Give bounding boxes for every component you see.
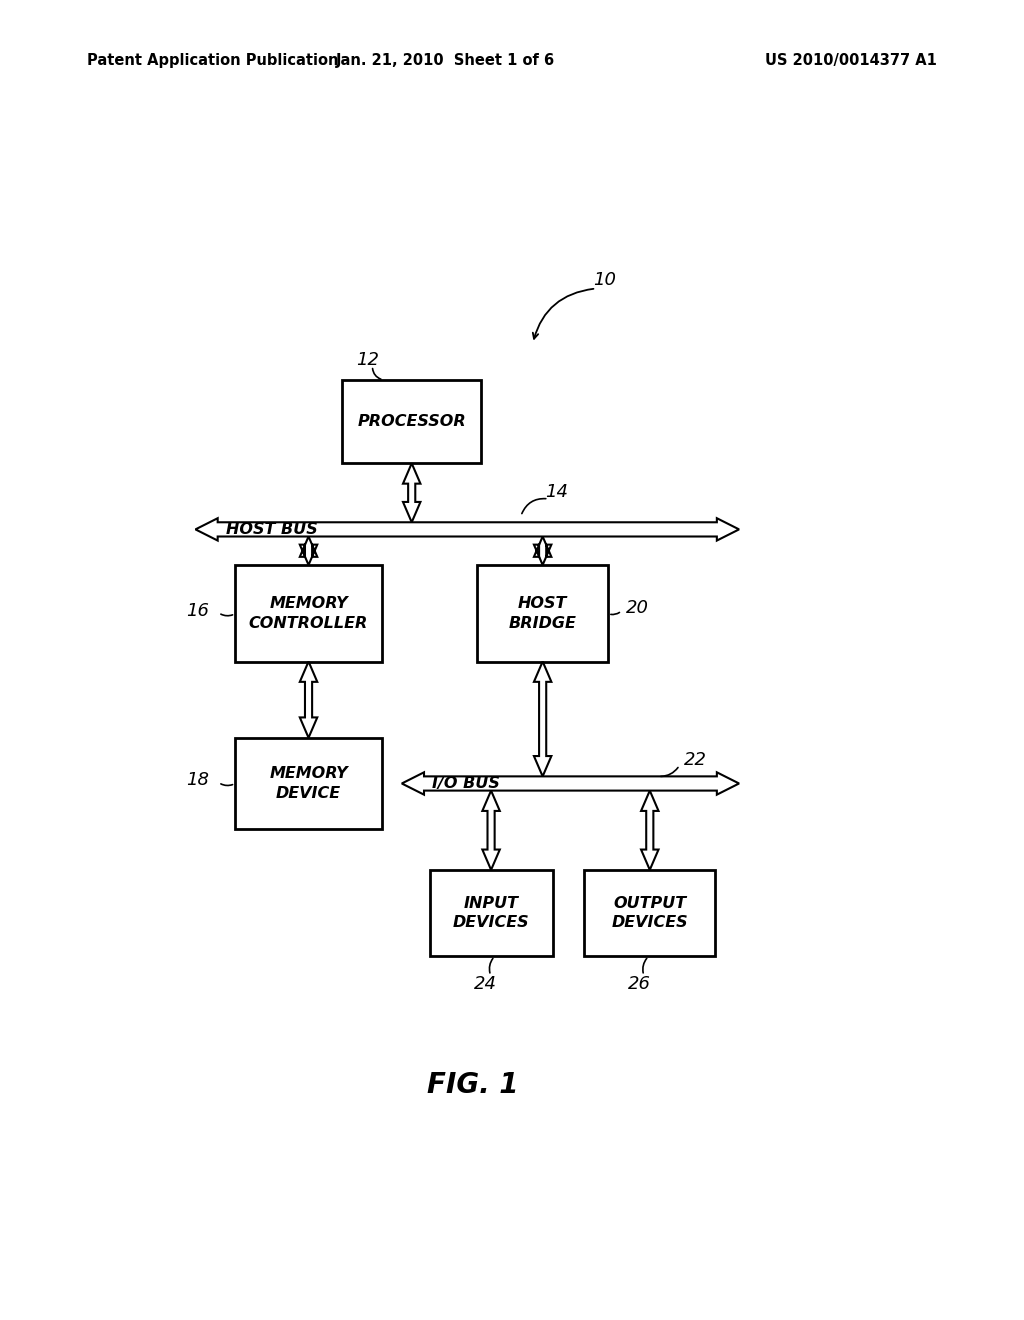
Text: INPUT
DEVICES: INPUT DEVICES [453,896,529,931]
FancyBboxPatch shape [342,380,481,463]
Text: OUTPUT
DEVICES: OUTPUT DEVICES [611,896,688,931]
Text: 26: 26 [628,974,650,993]
Polygon shape [401,772,739,795]
FancyBboxPatch shape [236,738,382,829]
Text: 24: 24 [474,974,497,993]
Polygon shape [300,661,317,738]
Text: 20: 20 [627,599,649,616]
Text: 12: 12 [356,351,379,368]
FancyBboxPatch shape [477,565,608,661]
Text: Jan. 21, 2010  Sheet 1 of 6: Jan. 21, 2010 Sheet 1 of 6 [336,53,555,67]
Polygon shape [534,536,551,565]
Text: 16: 16 [186,602,209,619]
Text: PROCESSOR: PROCESSOR [357,414,466,429]
Text: Patent Application Publication: Patent Application Publication [87,53,339,67]
FancyBboxPatch shape [585,870,715,956]
Text: 10: 10 [593,272,615,289]
Polygon shape [300,536,317,565]
FancyBboxPatch shape [430,870,553,956]
Text: MEMORY
DEVICE: MEMORY DEVICE [269,766,348,801]
Polygon shape [482,791,500,870]
Text: MEMORY
CONTROLLER: MEMORY CONTROLLER [249,595,369,631]
Text: 22: 22 [684,751,707,770]
Polygon shape [403,463,421,523]
Text: HOST
BRIDGE: HOST BRIDGE [509,595,577,631]
Text: 18: 18 [186,771,209,789]
Text: HOST BUS: HOST BUS [225,521,317,537]
Polygon shape [534,661,551,776]
Polygon shape [196,519,739,541]
Text: US 2010/0014377 A1: US 2010/0014377 A1 [765,53,937,67]
Polygon shape [641,791,658,870]
Text: FIG. 1: FIG. 1 [427,1072,519,1100]
Text: 14: 14 [545,483,568,500]
Text: I/O BUS: I/O BUS [432,776,500,791]
FancyBboxPatch shape [236,565,382,661]
